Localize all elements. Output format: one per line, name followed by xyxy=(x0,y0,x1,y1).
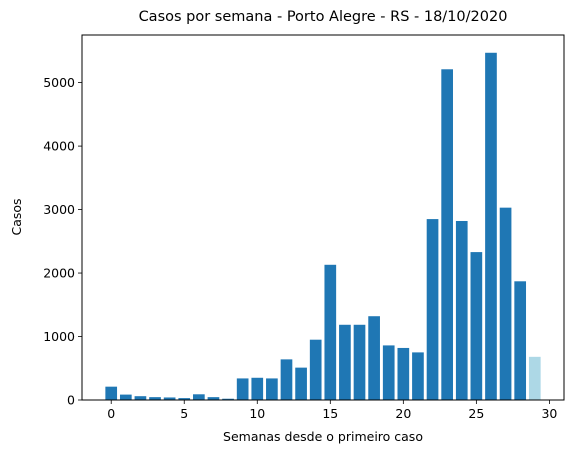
bar-week-0 xyxy=(105,386,118,400)
bar-week-29 xyxy=(528,356,541,400)
bar-week-26 xyxy=(485,52,497,401)
bar-week-6 xyxy=(193,394,205,400)
y-tick-label: 5000 xyxy=(43,75,75,90)
y-tick-label: 2000 xyxy=(43,266,75,281)
bar-week-17 xyxy=(353,324,366,400)
bar-week-18 xyxy=(368,316,380,400)
bar-week-25 xyxy=(470,252,483,400)
x-tick-label: 20 xyxy=(395,406,411,421)
chart-title: Casos por semana - Porto Alegre - RS - 1… xyxy=(139,9,508,25)
y-tick-label: 1000 xyxy=(43,329,75,344)
bar-week-21 xyxy=(412,352,424,400)
bar-week-24 xyxy=(455,220,468,400)
bar-week-4 xyxy=(163,397,176,400)
bar-week-14 xyxy=(309,339,322,400)
x-tick-label: 25 xyxy=(468,406,484,421)
x-tick-label: 0 xyxy=(107,406,115,421)
bar-week-5 xyxy=(178,398,191,400)
plot-frame xyxy=(81,34,565,401)
bar-week-16 xyxy=(339,324,351,400)
y-axis-label: Casos xyxy=(9,198,24,235)
bar-week-27 xyxy=(499,207,512,400)
bar-week-1 xyxy=(119,394,132,400)
bar-week-7 xyxy=(207,397,220,400)
x-tick-label: 15 xyxy=(322,406,338,421)
y-tick-label: 4000 xyxy=(43,139,75,154)
y-tick-label: 0 xyxy=(67,393,75,408)
bar-week-23 xyxy=(441,69,453,400)
y-axis-ticks: 0 1000 2000 3000 4000 5000 xyxy=(43,75,82,408)
x-tick-label: 10 xyxy=(249,406,265,421)
x-axis-ticks: 0 5 10 15 20 25 30 xyxy=(107,400,557,421)
bar-week-19 xyxy=(382,345,395,400)
bars-group xyxy=(105,52,541,401)
bar-week-11 xyxy=(266,378,278,400)
bar-week-12 xyxy=(280,359,293,400)
y-tick-label: 3000 xyxy=(43,202,75,217)
bar-week-9 xyxy=(236,378,249,400)
bar-week-8 xyxy=(222,398,234,400)
bar-week-22 xyxy=(426,219,439,400)
x-axis-label: Semanas desde o primeiro caso xyxy=(223,429,423,444)
bar-week-20 xyxy=(397,347,410,400)
bar-week-13 xyxy=(295,367,307,400)
x-tick-label: 5 xyxy=(180,406,188,421)
bar-week-2 xyxy=(134,396,147,400)
bar-week-3 xyxy=(149,397,161,400)
x-tick-label: 30 xyxy=(541,406,557,421)
bar-week-28 xyxy=(514,281,527,400)
bar-week-15 xyxy=(324,264,337,400)
bar-week-10 xyxy=(251,377,264,400)
